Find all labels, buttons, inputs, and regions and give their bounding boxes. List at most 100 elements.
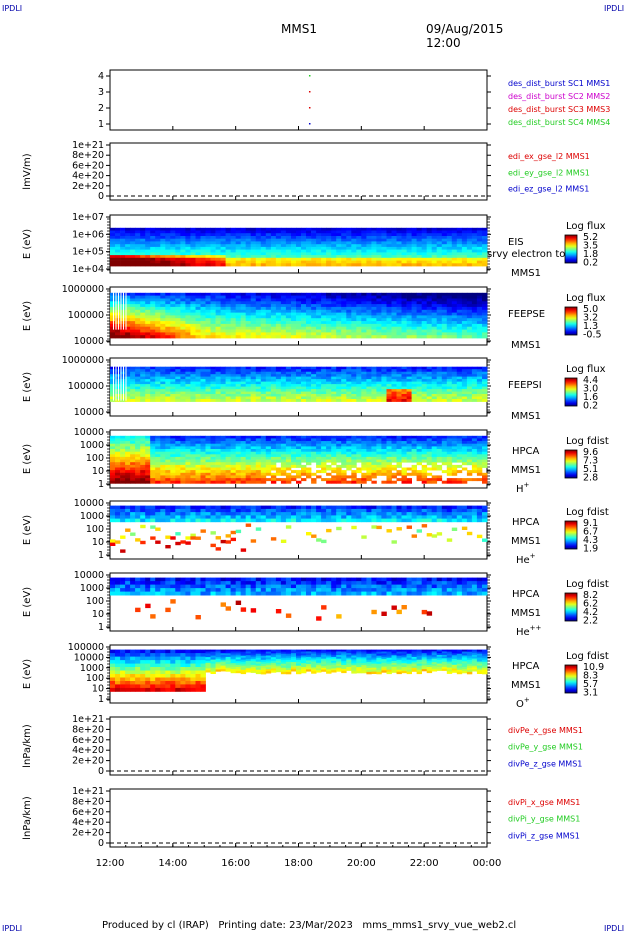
heatmap-cell: [180, 238, 186, 242]
heatmap-cell: [346, 263, 352, 267]
heatmap-cell: [170, 480, 176, 484]
heatmap-cell: [406, 332, 412, 336]
heatmap-cell: [185, 366, 191, 370]
heatmap-cell: [436, 244, 443, 248]
heatmap-cell: [376, 467, 382, 471]
heatmap-cell: [130, 518, 136, 523]
heatmap-cell: [120, 236, 126, 240]
heatmap-cell: [180, 470, 186, 474]
heatmap-cell: [265, 257, 272, 261]
heatmap-cell: [175, 389, 181, 392]
heatmap-cell: [235, 298, 242, 302]
heatmap-cell: [431, 335, 438, 339]
heatmap-cell: [426, 394, 433, 397]
heatmap-cell: [135, 249, 141, 253]
heatmap-cell: [215, 366, 221, 370]
heatmap-cell: [270, 376, 277, 380]
heatmap-cell: [301, 227, 307, 231]
heatmap-cell: [225, 295, 231, 299]
heatmap-cell: [230, 312, 236, 316]
heatmap-cell: [205, 435, 211, 439]
heatmap-cell: [235, 292, 242, 296]
heatmap-cell: [285, 366, 292, 370]
heatmap-cell: [316, 295, 322, 299]
heatmap-cell: [316, 306, 322, 311]
heatmap-cell: [245, 472, 252, 476]
heatmap-cell: [406, 366, 412, 370]
heatmap-cell: [482, 326, 488, 330]
heatmap-cell: [285, 478, 292, 482]
heatmap-cell: [165, 478, 171, 482]
heatmap-cell: [180, 366, 186, 370]
heatmap-cell: [346, 391, 352, 395]
heatmap-cell: [210, 459, 216, 463]
heatmap-cell: [416, 315, 422, 319]
heatmap-feeps-i: [110, 360, 488, 402]
heatmap-cell: [285, 475, 292, 479]
heatmap-cell: [336, 467, 342, 471]
heatmap-cell: [321, 335, 327, 339]
heatmap-cell: [401, 323, 407, 328]
heatmap-cell: [321, 260, 327, 264]
heatmap-cell: [321, 244, 327, 248]
heatmap-cell: [185, 249, 191, 253]
heatmap-cell: [145, 480, 151, 484]
heatmap-cell: [436, 335, 443, 339]
heatmap-cell: [125, 371, 131, 375]
heatmap-cell: [205, 295, 211, 299]
heatmap-cell: [165, 512, 171, 516]
heatmap-cell: [411, 472, 417, 476]
heatmap-cell: [416, 462, 422, 466]
heatmap-cell: [381, 238, 387, 242]
heatmap-cell: [165, 249, 171, 253]
heatmap-cell: [296, 238, 302, 242]
heatmap-cell: [200, 321, 206, 325]
heatmap-cell: [175, 255, 181, 259]
heatmap-cell: [125, 505, 131, 510]
heatmap-cell: [441, 321, 448, 325]
heatmap-cell: [150, 443, 156, 447]
heatmap-cell: [361, 309, 367, 313]
heatmap-cell: [371, 475, 377, 479]
heatmap-cell: [170, 298, 176, 302]
heatmap-cell: [326, 295, 332, 299]
heatmap-cell: [376, 329, 382, 333]
heatmap-cell: [416, 371, 422, 375]
y-axis-label: E (eV): [22, 229, 33, 259]
heatmap-cell: [326, 227, 332, 231]
heatmap-cell: [446, 379, 453, 382]
heatmap-cell: [291, 309, 297, 313]
heatmap-cell: [406, 384, 412, 387]
heatmap-cell: [436, 329, 443, 333]
heatmap-cell: [482, 309, 488, 313]
heatmap-cell: [170, 371, 176, 375]
heatmap-cell: [240, 449, 247, 452]
heatmap-cell: [461, 244, 468, 248]
heatmap-cell: [316, 233, 322, 237]
heatmap-cell: [215, 260, 221, 264]
heatmap-cell: [200, 480, 206, 484]
heatmap-cell: [351, 371, 357, 375]
heatmap-cell: [356, 260, 362, 264]
heatmap-cell: [461, 435, 468, 439]
heatmap-cell: [185, 384, 191, 387]
heatmap-cell: [245, 462, 252, 466]
heatmap-cell: [260, 366, 267, 370]
heatmap-cell: [366, 384, 372, 387]
heatmap-cell: [240, 459, 247, 463]
heatmap-cell: [255, 475, 262, 479]
heatmap-cell: [416, 376, 422, 380]
heatmap-cell: [291, 227, 297, 231]
heatmap-cell: [145, 462, 151, 466]
heatmap-cell: [235, 399, 242, 402]
heatmap-cell: [265, 241, 272, 245]
heatmap-cell: [120, 315, 126, 319]
heatmap-cell: [326, 443, 332, 447]
heatmap-cell: [150, 227, 156, 231]
heatmap-cell: [260, 470, 267, 474]
heatmap-cell: [291, 257, 297, 261]
heatmap-cell: [205, 249, 211, 253]
heatmap-cell: [456, 449, 463, 452]
heatmap-cell: [285, 391, 292, 395]
heatmap-cell: [466, 227, 473, 231]
